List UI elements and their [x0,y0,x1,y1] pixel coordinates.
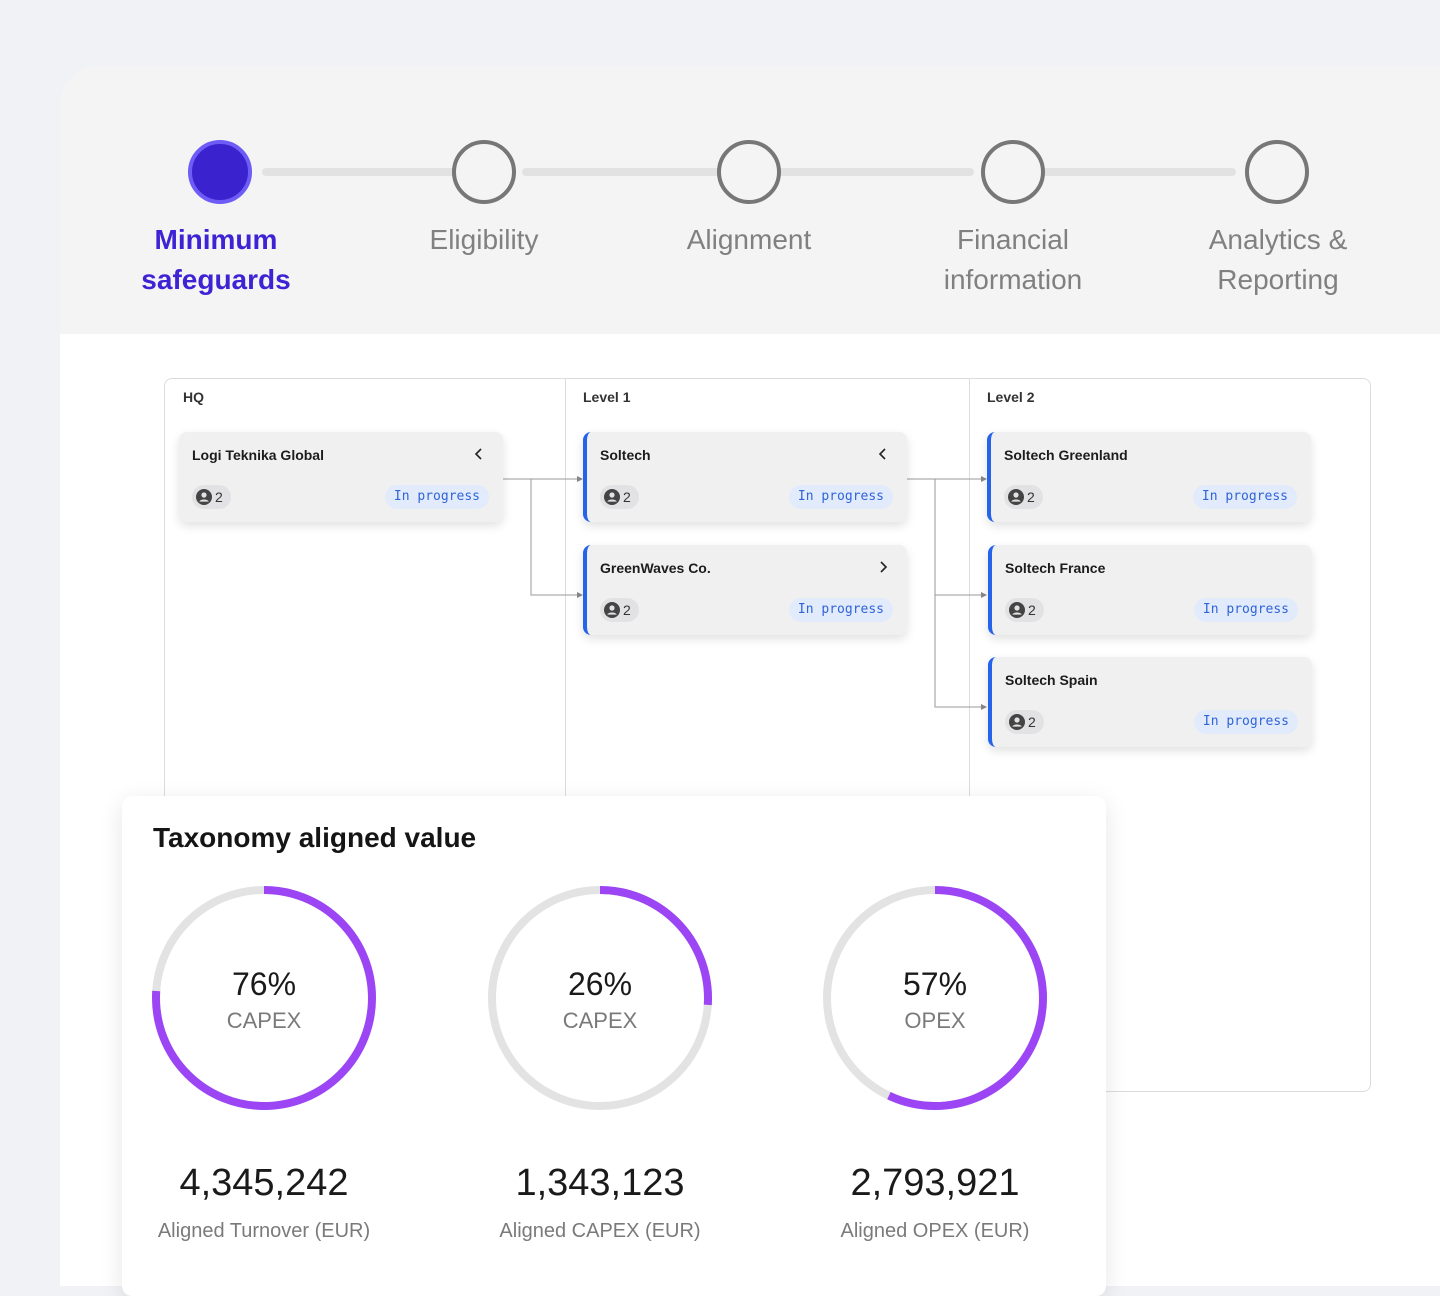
step-label-financial-information[interactable]: Financial information [943,224,1083,295]
step-connector [262,168,462,176]
percent-value: 76% [231,966,297,1002]
percent-value: 26% [567,966,633,1002]
taxonomy-aligned-value-card: Taxonomy aligned value 76% CAPEX 4,345,2… [122,796,1106,1296]
aligned-amount: 1,343,123 [515,1162,685,1204]
entity-card-soltech-spain[interactable]: Soltech Spain 2 In progress [988,657,1312,747]
column-header-level-2: Level 2 [987,389,1035,405]
step-indicator-minimum-safeguards[interactable] [188,140,252,204]
column-divider [565,379,566,1091]
percent-value: 57% [902,966,968,1002]
step-connector [522,168,722,176]
user-count: 2 [1028,714,1036,730]
progress-ring [488,886,712,1110]
entity-name: Logi Teknika Global [192,447,324,463]
aligned-amount: 2,793,921 [850,1162,1020,1204]
chevron-right-icon[interactable] [875,559,891,575]
user-count: 2 [215,489,223,505]
chevron-left-icon[interactable] [471,446,487,462]
percent-caption: CAPEX [226,1008,302,1033]
status-badge: In progress [788,598,893,622]
step-label-analytics-reporting[interactable]: Analytics & Reporting [1208,224,1348,295]
percent-caption: CAPEX [562,1008,638,1033]
user-icon [1009,602,1025,618]
step-label-eligibility[interactable]: Eligibility [429,224,539,255]
user-icon [1009,714,1025,730]
status-badge: In progress [1193,710,1298,734]
user-count-badge: 2 [1005,710,1044,734]
user-count-badge: 2 [1004,485,1043,509]
progress-ring [823,886,1047,1110]
column-header-level-1: Level 1 [583,389,631,405]
kpi-opex: 57% OPEX 2,793,921 Aligned OPEX (EUR) [793,884,1093,1264]
aligned-amount-label: Aligned CAPEX (EUR) [499,1220,701,1242]
progress-stepper: Minimum safeguards Eligibility Alignment… [60,66,1440,334]
column-header-hq: HQ [183,389,204,405]
entity-name: Soltech [600,447,651,463]
user-count-badge: 2 [192,485,231,509]
entity-card-logi-teknika-global[interactable]: Logi Teknika Global 2 In progress [179,432,503,522]
aligned-amount-label: Aligned Turnover (EUR) [157,1220,371,1242]
aligned-amount: 4,345,242 [179,1162,349,1204]
user-icon [604,489,620,505]
step-connector [778,168,974,176]
tree-connectors [503,476,987,710]
entity-name: Soltech Greenland [1004,447,1128,463]
step-indicator-alignment[interactable] [717,140,781,204]
chevron-left-icon[interactable] [875,446,891,462]
entity-card-soltech-france[interactable]: Soltech France 2 In progress [988,545,1312,635]
status-badge: In progress [788,485,893,509]
user-icon [196,489,212,505]
card-title: Taxonomy aligned value [153,822,477,853]
user-count: 2 [623,489,631,505]
entity-name: GreenWaves Co. [600,560,711,576]
user-icon [604,602,620,618]
aligned-amount-label: Aligned OPEX (EUR) [840,1220,1030,1242]
user-count: 2 [1027,489,1035,505]
status-badge: In progress [1192,485,1297,509]
column-divider [969,379,970,1091]
entity-name: Soltech Spain [1005,672,1098,688]
step-label-minimum-safeguards[interactable]: Minimum safeguards [141,224,291,295]
user-count-badge: 2 [600,598,639,622]
step-indicator-analytics-reporting[interactable] [1245,140,1309,204]
step-indicator-eligibility[interactable] [452,140,516,204]
status-badge: In progress [1193,598,1298,622]
status-badge: In progress [384,485,489,509]
user-count: 2 [623,602,631,618]
user-count-badge: 2 [1005,598,1044,622]
entity-card-soltech-greenland[interactable]: Soltech Greenland 2 In progress [987,432,1311,522]
step-indicator-financial-information[interactable] [981,140,1045,204]
percent-caption: OPEX [904,1008,966,1033]
entity-card-soltech[interactable]: Soltech 2 In progress [583,432,907,522]
step-label-alignment[interactable]: Alignment [686,224,812,255]
kpi-turnover: 76% CAPEX 4,345,242 Aligned Turnover (EU… [122,884,422,1264]
entity-card-greenwaves[interactable]: GreenWaves Co. 2 In progress [583,545,907,635]
step-connector [1042,168,1236,176]
progress-ring [152,886,376,1110]
kpi-capex: 26% CAPEX 1,343,123 Aligned CAPEX (EUR) [458,884,758,1264]
user-icon [1008,489,1024,505]
user-count-badge: 2 [600,485,639,509]
user-count: 2 [1028,602,1036,618]
entity-name: Soltech France [1005,560,1106,576]
